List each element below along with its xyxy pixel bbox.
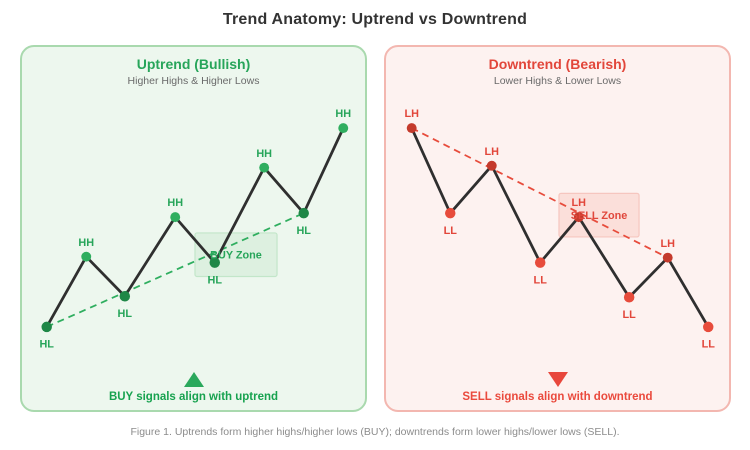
- panels-row: Uptrend (Bullish) Higher Highs & Higher …: [20, 45, 731, 412]
- sell-zone-label: SELL Zone: [571, 210, 627, 222]
- sell-zone-box: [558, 192, 640, 238]
- point-label-hh: HH: [335, 108, 351, 120]
- panel-header: Downtrend (Bearish) Lower Highs & Lower …: [386, 56, 729, 87]
- point-marker-hl: [298, 207, 309, 219]
- panel-header: Uptrend (Bullish) Higher Highs & Higher …: [22, 56, 365, 87]
- footer-text: BUY signals align with uptrend: [108, 391, 279, 403]
- figure-caption: Figure 1. Uptrends form higher highs/hig…: [130, 426, 620, 438]
- point-marker-lh: [662, 252, 673, 263]
- trend-chart: HL HH HL HH HL HH HL HH BUY Zone: [39, 108, 351, 351]
- panel-footer: BUY signals align with uptrend: [22, 372, 365, 403]
- uptrend-panel: Uptrend (Bullish) Higher Highs & Higher …: [20, 45, 367, 412]
- point-label-hl: HL: [296, 225, 311, 237]
- point-label-hl: HL: [208, 274, 223, 286]
- panel-subtitle: Higher Highs & Higher Lows: [127, 75, 260, 87]
- point-marker-ll: [445, 207, 456, 219]
- point-label-lh: LH: [485, 146, 500, 158]
- downtrend-panel: Downtrend (Bearish) Lower Highs & Lower …: [384, 45, 731, 412]
- point-label-hl: HL: [118, 308, 133, 320]
- panel-subtitle: Lower Highs & Lower Lows: [493, 75, 622, 87]
- point-marker-ll: [623, 292, 635, 303]
- uptrend-price-line: [45, 126, 345, 329]
- point-label-lh: LH: [404, 108, 419, 120]
- point-marker-hl: [119, 291, 131, 302]
- buy-triangle-icon: [183, 372, 204, 387]
- point-label-lh: LH: [572, 197, 587, 209]
- point-label-ll: LL: [534, 274, 548, 286]
- panel-title: Downtrend (Bearish): [488, 56, 627, 72]
- point-marker-hh: [338, 123, 349, 134]
- point-marker-hl: [41, 321, 52, 333]
- point-marker-ll: [703, 321, 714, 333]
- trend-chart: LH LL LH LL LH LL LH LL SELL Zone: [404, 108, 716, 351]
- point-marker-hh: [259, 162, 270, 173]
- point-label-ll: LL: [623, 309, 637, 321]
- point-marker-hh: [170, 212, 181, 223]
- point-label-ll: LL: [444, 225, 458, 237]
- buy-zone-label: BUY Zone: [210, 250, 262, 262]
- point-marker-lh: [573, 212, 584, 223]
- page-title: Trend Anatomy: Uptrend vs Downtrend: [222, 11, 528, 28]
- sell-triangle-icon: [547, 372, 568, 387]
- footer-text: SELL signals align with downtrend: [462, 391, 653, 403]
- point-label-ll: LL: [702, 339, 716, 351]
- point-marker-hl: [209, 257, 220, 268]
- panel-footer: SELL signals align with downtrend: [386, 372, 729, 403]
- point-marker-lh: [486, 160, 497, 171]
- point-label-lh: LH: [660, 238, 675, 250]
- point-marker-lh: [406, 123, 417, 134]
- panel-title: Uptrend (Bullish): [136, 56, 251, 72]
- point-label-hh: HH: [256, 148, 272, 160]
- downtrend-price-line: [410, 126, 710, 329]
- point-label-hh: HH: [167, 197, 183, 209]
- downtrend-trendline: [411, 127, 669, 259]
- point-marker-hh: [81, 251, 92, 262]
- point-marker-ll: [534, 257, 546, 268]
- point-label-hl: HL: [39, 339, 54, 351]
- point-label-hh: HH: [78, 237, 94, 249]
